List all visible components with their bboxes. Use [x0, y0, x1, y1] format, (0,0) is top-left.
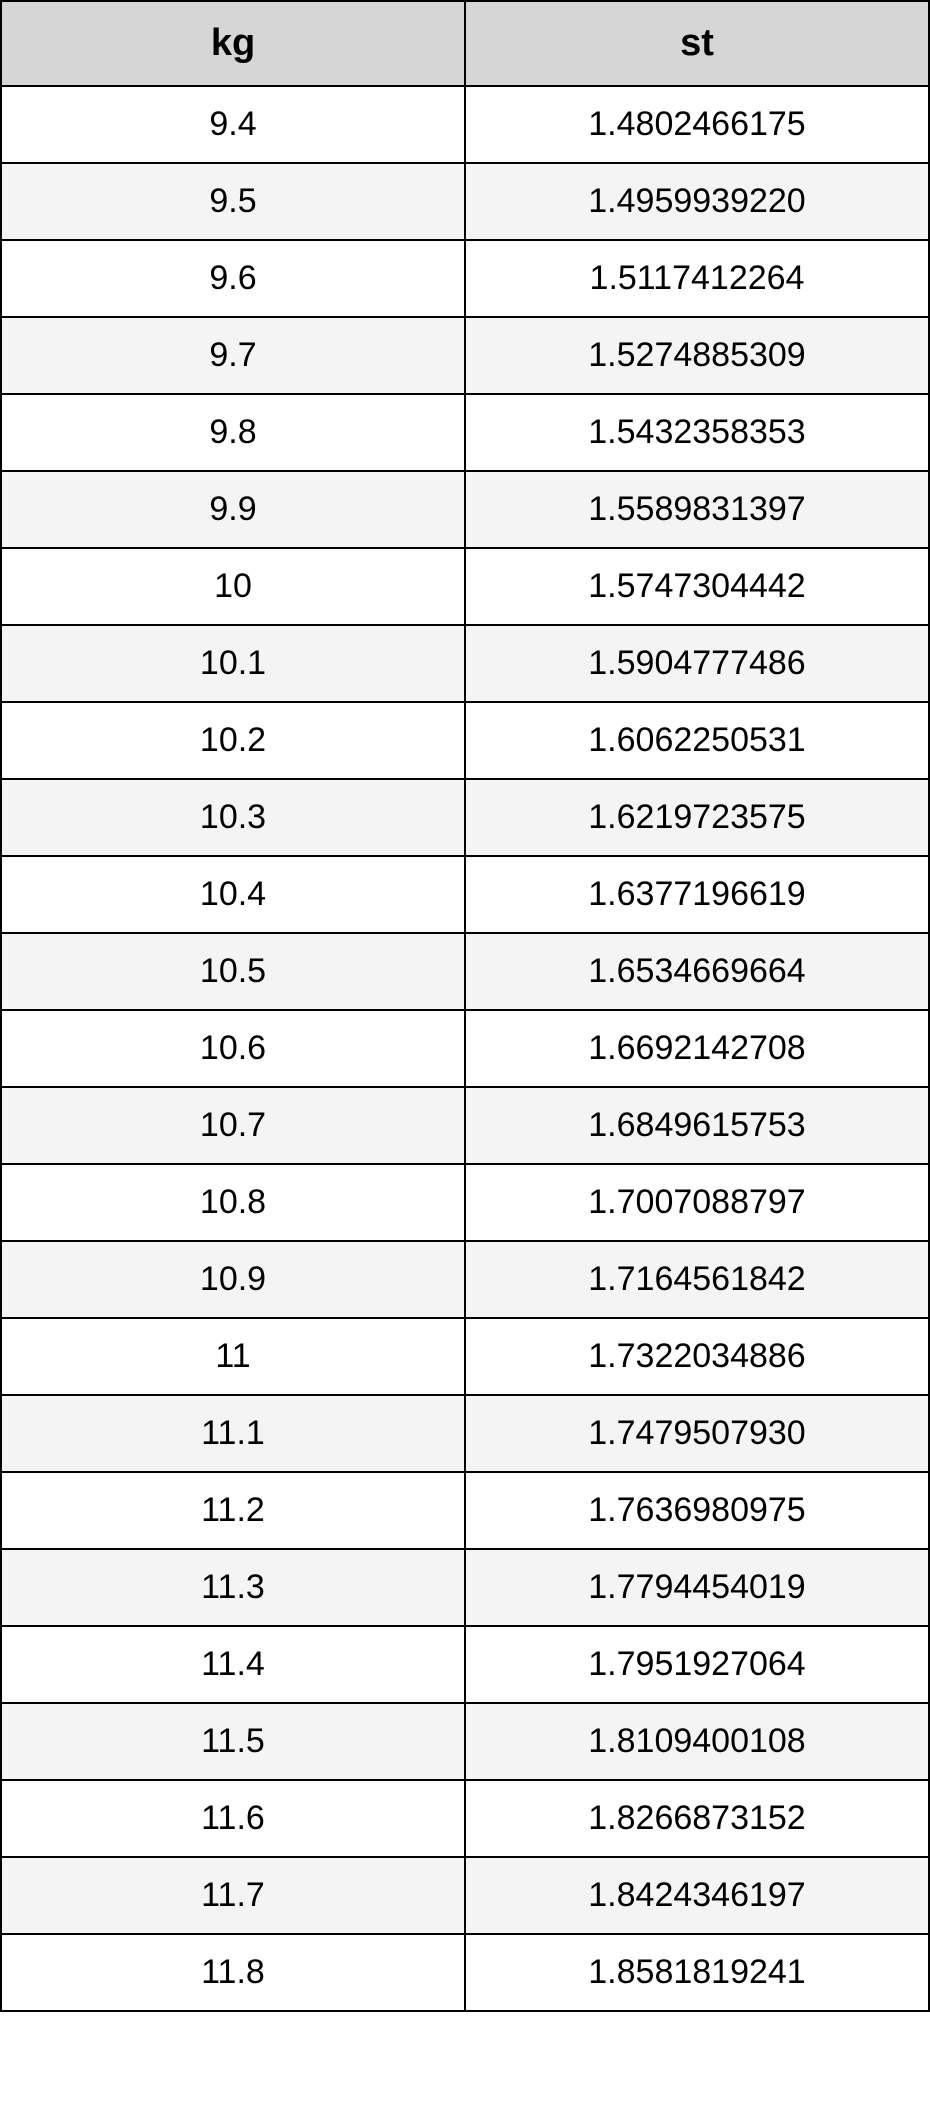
table-row: 11.2 1.7636980975	[1, 1472, 929, 1549]
table-row: 9.9 1.5589831397	[1, 471, 929, 548]
table-body: 9.4 1.4802466175 9.5 1.4959939220 9.6 1.…	[1, 86, 929, 2011]
cell-kg: 10.4	[1, 856, 465, 933]
conversion-table: kg st 9.4 1.4802466175 9.5 1.4959939220 …	[0, 0, 930, 2012]
table-row: 10 1.5747304442	[1, 548, 929, 625]
table-row: 9.8 1.5432358353	[1, 394, 929, 471]
table-row: 11 1.7322034886	[1, 1318, 929, 1395]
table-row: 9.7 1.5274885309	[1, 317, 929, 394]
cell-kg: 11.5	[1, 1703, 465, 1780]
cell-st: 1.5274885309	[465, 317, 929, 394]
cell-st: 1.7322034886	[465, 1318, 929, 1395]
cell-kg: 10.5	[1, 933, 465, 1010]
cell-st: 1.6062250531	[465, 702, 929, 779]
cell-st: 1.4959939220	[465, 163, 929, 240]
table-row: 11.8 1.8581819241	[1, 1934, 929, 2011]
cell-st: 1.6692142708	[465, 1010, 929, 1087]
table-row: 10.8 1.7007088797	[1, 1164, 929, 1241]
cell-kg: 11.2	[1, 1472, 465, 1549]
cell-kg: 11.4	[1, 1626, 465, 1703]
cell-st: 1.7479507930	[465, 1395, 929, 1472]
table-row: 11.1 1.7479507930	[1, 1395, 929, 1472]
table-row: 10.6 1.6692142708	[1, 1010, 929, 1087]
cell-kg: 11.8	[1, 1934, 465, 2011]
cell-kg: 10.2	[1, 702, 465, 779]
table-row: 11.6 1.8266873152	[1, 1780, 929, 1857]
cell-st: 1.8424346197	[465, 1857, 929, 1934]
cell-kg: 10.1	[1, 625, 465, 702]
cell-kg: 9.5	[1, 163, 465, 240]
col-header-st: st	[465, 1, 929, 86]
cell-st: 1.5747304442	[465, 548, 929, 625]
cell-st: 1.4802466175	[465, 86, 929, 163]
cell-st: 1.5432358353	[465, 394, 929, 471]
cell-kg: 11.1	[1, 1395, 465, 1472]
table-row: 9.4 1.4802466175	[1, 86, 929, 163]
cell-kg: 9.8	[1, 394, 465, 471]
table-row: 11.4 1.7951927064	[1, 1626, 929, 1703]
cell-st: 1.7636980975	[465, 1472, 929, 1549]
cell-st: 1.5904777486	[465, 625, 929, 702]
table-row: 9.5 1.4959939220	[1, 163, 929, 240]
cell-kg: 10.8	[1, 1164, 465, 1241]
cell-kg: 10.6	[1, 1010, 465, 1087]
cell-st: 1.6849615753	[465, 1087, 929, 1164]
cell-st: 1.7007088797	[465, 1164, 929, 1241]
cell-kg: 10	[1, 548, 465, 625]
cell-st: 1.8109400108	[465, 1703, 929, 1780]
table-row: 10.1 1.5904777486	[1, 625, 929, 702]
cell-st: 1.6219723575	[465, 779, 929, 856]
cell-kg: 9.9	[1, 471, 465, 548]
cell-st: 1.6377196619	[465, 856, 929, 933]
cell-kg: 9.7	[1, 317, 465, 394]
cell-kg: 9.6	[1, 240, 465, 317]
table-row: 10.5 1.6534669664	[1, 933, 929, 1010]
table-row: 10.2 1.6062250531	[1, 702, 929, 779]
table-row: 10.3 1.6219723575	[1, 779, 929, 856]
cell-kg: 10.3	[1, 779, 465, 856]
cell-st: 1.6534669664	[465, 933, 929, 1010]
cell-st: 1.7164561842	[465, 1241, 929, 1318]
cell-kg: 11	[1, 1318, 465, 1395]
cell-st: 1.5117412264	[465, 240, 929, 317]
table-row: 11.7 1.8424346197	[1, 1857, 929, 1934]
cell-kg: 10.9	[1, 1241, 465, 1318]
table-row: 10.9 1.7164561842	[1, 1241, 929, 1318]
table-row: 11.5 1.8109400108	[1, 1703, 929, 1780]
cell-st: 1.5589831397	[465, 471, 929, 548]
cell-st: 1.8266873152	[465, 1780, 929, 1857]
table-row: 9.6 1.5117412264	[1, 240, 929, 317]
table-row: 11.3 1.7794454019	[1, 1549, 929, 1626]
cell-kg: 10.7	[1, 1087, 465, 1164]
table-row: 10.4 1.6377196619	[1, 856, 929, 933]
page: kg st 9.4 1.4802466175 9.5 1.4959939220 …	[0, 0, 930, 2012]
col-header-kg: kg	[1, 1, 465, 86]
table-row: 10.7 1.6849615753	[1, 1087, 929, 1164]
cell-st: 1.8581819241	[465, 1934, 929, 2011]
cell-kg: 11.7	[1, 1857, 465, 1934]
cell-kg: 11.6	[1, 1780, 465, 1857]
cell-st: 1.7951927064	[465, 1626, 929, 1703]
cell-st: 1.7794454019	[465, 1549, 929, 1626]
cell-kg: 9.4	[1, 86, 465, 163]
cell-kg: 11.3	[1, 1549, 465, 1626]
table-header-row: kg st	[1, 1, 929, 86]
